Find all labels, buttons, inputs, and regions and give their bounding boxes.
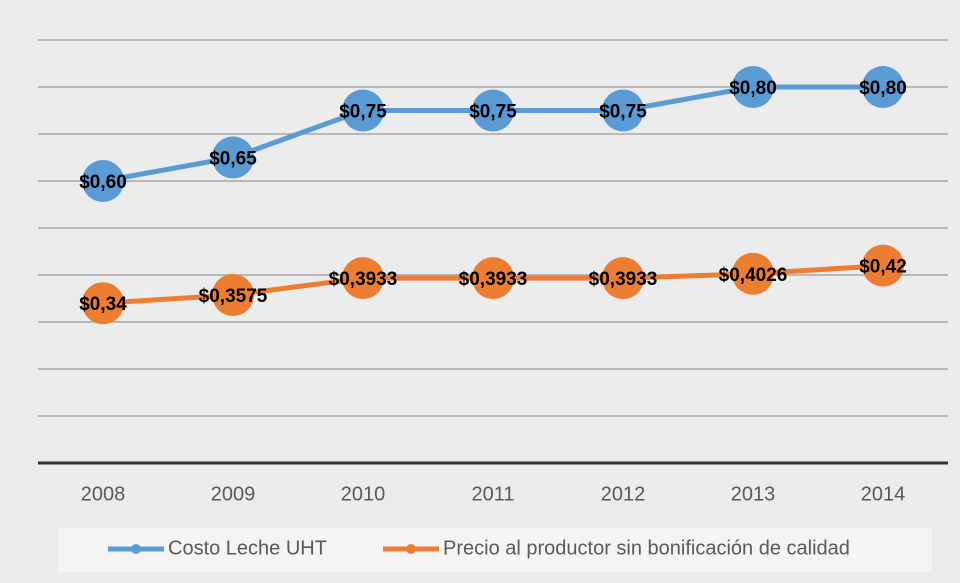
data-label: $0,3933 — [329, 269, 398, 290]
x-tick-label: 2014 — [861, 483, 906, 505]
marker — [82, 282, 124, 325]
data-label: $0,75 — [339, 102, 387, 123]
marker — [732, 66, 774, 108]
data-label: $0,34 — [79, 294, 127, 315]
marker — [472, 257, 514, 300]
data-label: $0,65 — [209, 149, 257, 170]
marker — [732, 252, 774, 295]
data-label: $0,4026 — [719, 265, 788, 286]
marker — [472, 89, 514, 132]
data-label: $0,80 — [859, 78, 907, 99]
x-tick-label: 2011 — [471, 483, 514, 505]
legend-marker — [406, 544, 416, 554]
data-label: $0,42 — [859, 257, 907, 278]
x-tick-label: 2010 — [341, 483, 386, 505]
data-label: $0,60 — [79, 172, 127, 193]
marker — [212, 136, 254, 179]
data-label: $0,75 — [599, 102, 647, 123]
marker — [602, 89, 644, 132]
data-label: $0,75 — [469, 102, 517, 123]
data-label: $0,80 — [729, 78, 777, 99]
legend-marker — [131, 544, 141, 554]
x-tick-label: 2012 — [601, 483, 646, 505]
marker — [602, 257, 644, 300]
marker — [212, 273, 254, 316]
marker — [862, 244, 904, 287]
marker — [342, 89, 384, 132]
x-tick-label: 2009 — [211, 483, 256, 505]
legend-label: Precio al productor sin bonificación de … — [443, 537, 850, 559]
x-tick-label: 2008 — [81, 483, 126, 505]
data-label: $0,3933 — [459, 269, 528, 290]
legend-label: Costo Leche UHT — [168, 537, 327, 559]
marker — [862, 66, 904, 108]
marker — [82, 160, 124, 202]
data-label: $0,3575 — [199, 286, 268, 307]
data-label: $0,3933 — [589, 269, 658, 290]
marker — [342, 257, 384, 300]
x-tick-label: 2013 — [731, 483, 776, 505]
legend-box — [58, 528, 932, 572]
